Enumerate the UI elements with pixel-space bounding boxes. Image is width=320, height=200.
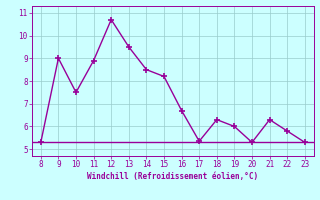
X-axis label: Windchill (Refroidissement éolien,°C): Windchill (Refroidissement éolien,°C) — [87, 172, 258, 181]
